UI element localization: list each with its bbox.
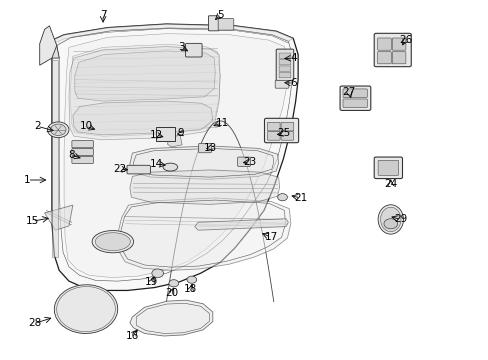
Circle shape	[50, 124, 66, 135]
Text: 5: 5	[216, 10, 223, 20]
Polygon shape	[52, 60, 58, 257]
Polygon shape	[73, 101, 212, 135]
Ellipse shape	[54, 285, 118, 333]
FancyBboxPatch shape	[185, 43, 202, 57]
FancyBboxPatch shape	[264, 118, 298, 143]
Text: 17: 17	[264, 232, 277, 242]
Text: 23: 23	[242, 157, 256, 167]
Polygon shape	[44, 24, 298, 291]
Text: 2: 2	[34, 121, 41, 131]
Text: 21: 21	[293, 193, 306, 203]
Text: 14: 14	[150, 159, 163, 169]
FancyBboxPatch shape	[391, 51, 405, 64]
FancyBboxPatch shape	[276, 49, 293, 81]
Polygon shape	[44, 205, 73, 230]
Polygon shape	[69, 46, 220, 140]
Text: 19: 19	[145, 277, 158, 287]
FancyBboxPatch shape	[281, 132, 293, 140]
FancyBboxPatch shape	[391, 38, 405, 50]
Ellipse shape	[92, 230, 133, 253]
FancyBboxPatch shape	[339, 86, 370, 111]
FancyBboxPatch shape	[275, 80, 288, 88]
FancyBboxPatch shape	[377, 160, 398, 175]
Text: 12: 12	[150, 130, 163, 140]
Text: 22: 22	[113, 164, 126, 174]
Text: 9: 9	[178, 129, 184, 138]
Polygon shape	[130, 170, 279, 204]
Polygon shape	[130, 300, 212, 336]
Polygon shape	[70, 44, 220, 136]
Polygon shape	[44, 24, 293, 45]
FancyBboxPatch shape	[279, 72, 290, 78]
FancyBboxPatch shape	[156, 127, 175, 141]
Text: 7: 7	[100, 10, 106, 20]
Polygon shape	[118, 198, 290, 270]
Text: 10: 10	[80, 121, 92, 131]
FancyBboxPatch shape	[342, 89, 366, 98]
FancyBboxPatch shape	[279, 53, 290, 58]
Circle shape	[168, 280, 178, 287]
Text: 25: 25	[276, 129, 289, 138]
Text: 24: 24	[384, 179, 397, 189]
Text: 6: 6	[289, 78, 296, 88]
FancyBboxPatch shape	[281, 122, 293, 131]
Circle shape	[186, 276, 196, 283]
FancyBboxPatch shape	[373, 33, 410, 67]
Polygon shape	[167, 135, 182, 147]
Text: 28: 28	[28, 319, 41, 328]
FancyBboxPatch shape	[267, 132, 280, 140]
Polygon shape	[194, 219, 288, 230]
Circle shape	[277, 194, 287, 201]
Polygon shape	[44, 44, 59, 58]
Polygon shape	[130, 146, 278, 179]
FancyBboxPatch shape	[127, 165, 150, 174]
Ellipse shape	[380, 207, 400, 231]
Text: 20: 20	[164, 288, 178, 298]
FancyBboxPatch shape	[198, 143, 211, 153]
Text: 11: 11	[216, 118, 229, 128]
FancyBboxPatch shape	[208, 16, 219, 31]
FancyBboxPatch shape	[72, 140, 93, 148]
Text: 8: 8	[68, 150, 75, 160]
FancyBboxPatch shape	[373, 157, 402, 179]
FancyBboxPatch shape	[72, 148, 93, 156]
Text: 27: 27	[342, 87, 355, 97]
Circle shape	[47, 122, 69, 138]
Text: 4: 4	[289, 53, 296, 63]
Text: 15: 15	[26, 216, 39, 226]
Text: 26: 26	[398, 35, 411, 45]
FancyBboxPatch shape	[279, 59, 290, 65]
Text: 1: 1	[24, 175, 31, 185]
FancyBboxPatch shape	[267, 122, 280, 131]
Text: 13: 13	[203, 143, 217, 153]
Text: 18: 18	[184, 284, 197, 294]
FancyBboxPatch shape	[377, 51, 390, 64]
Ellipse shape	[163, 163, 177, 171]
Polygon shape	[75, 51, 215, 101]
Ellipse shape	[95, 233, 130, 251]
FancyBboxPatch shape	[377, 38, 390, 50]
Circle shape	[152, 269, 163, 278]
Text: 29: 29	[393, 215, 407, 224]
FancyBboxPatch shape	[342, 99, 366, 108]
Circle shape	[383, 219, 397, 229]
Ellipse shape	[377, 205, 403, 234]
FancyBboxPatch shape	[279, 66, 290, 71]
Polygon shape	[64, 34, 287, 278]
Text: 3: 3	[178, 42, 184, 52]
Polygon shape	[40, 26, 57, 65]
FancyBboxPatch shape	[237, 157, 250, 166]
FancyBboxPatch shape	[72, 156, 93, 163]
Text: 16: 16	[125, 331, 139, 341]
FancyBboxPatch shape	[218, 19, 233, 30]
